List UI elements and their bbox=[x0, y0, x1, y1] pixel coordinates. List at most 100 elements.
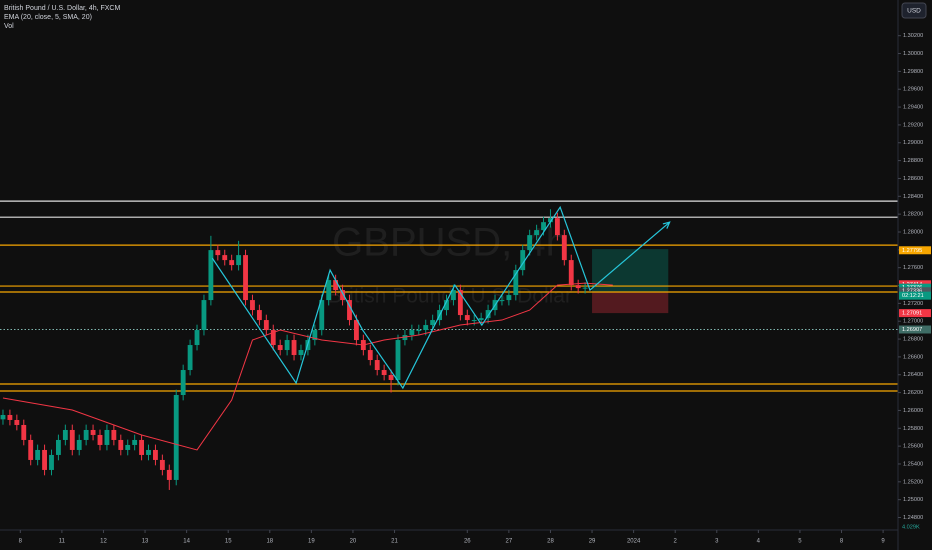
y-tick-label: 1.27600 bbox=[903, 265, 923, 271]
price-label: 1.27091 bbox=[902, 311, 922, 317]
candle-body bbox=[7, 414, 13, 420]
y-tick-label: 1.26800 bbox=[903, 337, 923, 343]
price-label-box bbox=[899, 287, 931, 296]
candle-body bbox=[277, 345, 283, 351]
candle-body bbox=[256, 310, 262, 321]
x-tick-label: 3 bbox=[715, 539, 719, 545]
watermark-name: British Pound / U.S. Dollar bbox=[328, 285, 572, 308]
price-label-box bbox=[899, 325, 931, 334]
y-tick-label: 1.29600 bbox=[903, 87, 923, 93]
candle-body bbox=[340, 290, 345, 301]
candle-body bbox=[111, 429, 117, 440]
x-tick-label: 15 bbox=[225, 539, 232, 545]
y-tick-label: 1.28200 bbox=[903, 212, 923, 218]
candle-body bbox=[353, 320, 359, 341]
candle-body bbox=[333, 280, 339, 291]
candle-body bbox=[270, 330, 276, 346]
price-label-box bbox=[899, 246, 931, 255]
x-tick-label: 14 bbox=[183, 539, 190, 545]
candle-body bbox=[153, 449, 158, 460]
y-tick-label: 1.25600 bbox=[903, 444, 923, 450]
candle-body bbox=[312, 330, 318, 341]
price-label: 1.27795 bbox=[902, 248, 922, 254]
candle-body bbox=[284, 340, 290, 351]
volume-label-box bbox=[899, 523, 931, 531]
x-tick-label: 5 bbox=[798, 539, 802, 545]
x-tick-label: 19 bbox=[308, 539, 315, 545]
candle-body bbox=[395, 340, 401, 381]
position-stop-zone bbox=[592, 292, 669, 314]
y-tick-label: 1.28000 bbox=[903, 229, 923, 235]
y-tick-label: 1.24800 bbox=[903, 515, 923, 521]
x-tick-label: 8 bbox=[840, 539, 844, 545]
y-tick-label: 1.26400 bbox=[903, 372, 923, 378]
candle-body bbox=[478, 318, 484, 321]
x-tick-label: 9 bbox=[881, 539, 885, 545]
candle-body bbox=[291, 340, 297, 356]
candle-body bbox=[159, 459, 165, 470]
x-tick-label: 29 bbox=[589, 539, 596, 545]
ema-line bbox=[2, 282, 613, 451]
y-tick-label: 1.29400 bbox=[903, 105, 923, 111]
y-tick-label: 1.26000 bbox=[903, 408, 923, 414]
candle-body bbox=[506, 295, 512, 301]
candle-body bbox=[42, 449, 47, 470]
y-tick-label: 1.28400 bbox=[903, 194, 923, 200]
y-tick-label: 1.28800 bbox=[903, 158, 923, 164]
candle-body bbox=[76, 439, 82, 450]
candle-body bbox=[444, 300, 449, 311]
y-tick-label: 1.29200 bbox=[903, 122, 923, 128]
candle-body bbox=[250, 300, 255, 311]
candle-body bbox=[457, 290, 463, 316]
currency-button[interactable] bbox=[901, 2, 927, 19]
arrow-head bbox=[662, 221, 671, 229]
price-label-box bbox=[899, 309, 931, 318]
candle-body bbox=[347, 300, 352, 321]
countdown-label: 02:12:21 bbox=[902, 293, 924, 299]
candle-body bbox=[561, 235, 567, 261]
candle-body bbox=[582, 287, 588, 289]
candle-body bbox=[104, 429, 110, 445]
candle-body bbox=[83, 429, 89, 440]
y-tick-label: 1.25200 bbox=[903, 479, 923, 485]
x-tick-label: 28 bbox=[547, 539, 554, 545]
currency-label[interactable]: USD bbox=[907, 8, 921, 15]
candle-body bbox=[55, 439, 61, 455]
candle-body bbox=[548, 218, 553, 223]
x-tick-label: 26 bbox=[464, 539, 471, 545]
candle-body bbox=[430, 320, 436, 326]
candle-body bbox=[166, 469, 172, 480]
candle-body bbox=[263, 320, 269, 331]
candle-body bbox=[464, 315, 470, 321]
candle-body bbox=[125, 444, 131, 450]
y-tick-label: 1.26200 bbox=[903, 390, 923, 396]
candle-body bbox=[62, 429, 68, 440]
candle-body bbox=[139, 439, 145, 455]
candle-body bbox=[69, 429, 75, 450]
candle-body bbox=[471, 320, 477, 322]
candle-body bbox=[381, 370, 387, 376]
x-tick-label: 4 bbox=[757, 539, 761, 545]
candle-body bbox=[229, 260, 235, 266]
countdown-box bbox=[899, 291, 931, 300]
candle-body bbox=[49, 454, 54, 470]
candle-body bbox=[215, 250, 221, 256]
candle-body bbox=[298, 350, 304, 356]
candle-body bbox=[319, 300, 325, 331]
candle-body bbox=[554, 218, 560, 236]
indicator-label: EMA (20, close, 5, SMA, 20) bbox=[4, 14, 92, 21]
indicator-label: Vol bbox=[4, 23, 14, 30]
x-tick-label: 21 bbox=[391, 539, 398, 545]
candle-body bbox=[575, 285, 581, 289]
candle-body bbox=[520, 250, 526, 271]
candle-body bbox=[326, 280, 332, 301]
y-tick-label: 1.25000 bbox=[903, 497, 923, 503]
y-tick-label: 1.30000 bbox=[903, 51, 923, 57]
y-tick-label: 1.27000 bbox=[903, 319, 923, 325]
candle-body bbox=[187, 345, 193, 371]
zigzag-drawing bbox=[211, 205, 671, 390]
candle-body bbox=[201, 300, 207, 331]
candle-body bbox=[0, 414, 6, 420]
candle-body bbox=[513, 270, 519, 296]
x-tick-label: 13 bbox=[142, 539, 149, 545]
